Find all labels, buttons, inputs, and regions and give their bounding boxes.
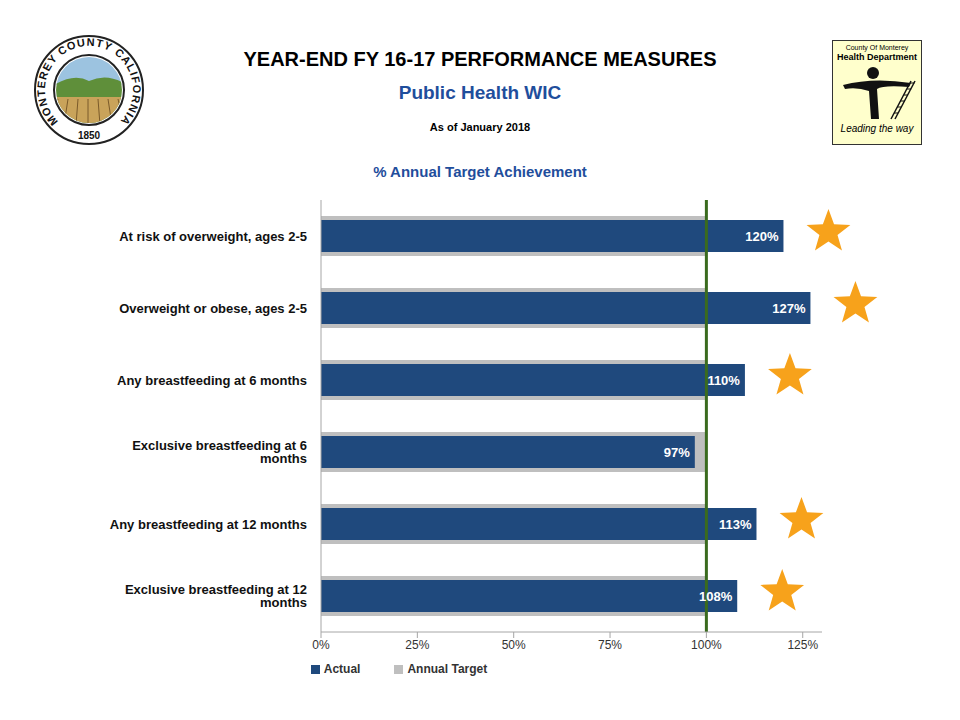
- svg-text:25%: 25%: [405, 638, 429, 652]
- svg-text:113%: 113%: [719, 517, 752, 532]
- svg-text:Any breastfeeding at 12 months: Any breastfeeding at 12 months: [110, 517, 307, 532]
- html-text:Health Department: Health Department: [837, 52, 917, 62]
- html-text:Public Health WIC: Public Health WIC: [398, 82, 562, 103]
- svg-text:At risk of overweight, ages 2-: At risk of overweight, ages 2-5: [119, 229, 307, 244]
- html-text:Leading the way: Leading the way: [840, 123, 914, 134]
- svg-text:Exclusive breastfeeding at 6mo: Exclusive breastfeeding at 6months: [132, 438, 307, 466]
- html-text:YEAR-END FY 16-17 PERFORMANCE: YEAR-END FY 16-17 PERFORMANCE MEASURES: [243, 48, 717, 70]
- svg-text:Overweight or obese, ages 2-5: Overweight or obese, ages 2-5: [119, 301, 307, 316]
- html-text:Actual: Actual: [323, 662, 361, 676]
- svg-text:0%: 0%: [312, 638, 330, 652]
- html-text:% Annual Target Achievement: % Annual Target Achievement: [373, 163, 587, 180]
- svg-text:75%: 75%: [598, 638, 622, 652]
- svg-text:108%: 108%: [699, 589, 733, 604]
- svg-text:127%: 127%: [772, 301, 806, 316]
- svg-text:Any breastfeeding at 6 months: Any breastfeeding at 6 months: [117, 373, 307, 388]
- svg-text:97%: 97%: [664, 445, 690, 460]
- svg-text:MONTEREY COUNTY CALIFORNIA: MONTEREY COUNTY CALIFORNIA: [35, 36, 143, 128]
- svg-text:50%: 50%: [502, 638, 526, 652]
- svg-text:100%: 100%: [691, 638, 722, 652]
- svg-text:125%: 125%: [787, 638, 818, 652]
- html-text:As of January 2018: As of January 2018: [429, 121, 531, 133]
- html-text:County Of Monterey: County Of Monterey: [845, 44, 909, 51]
- svg-text:120%: 120%: [745, 229, 779, 244]
- svg-text:110%: 110%: [707, 373, 740, 388]
- html-text:Annual Target: Annual Target: [407, 662, 488, 676]
- svg-text:Exclusive breastfeeding at 12m: Exclusive breastfeeding at 12months: [125, 582, 307, 610]
- svg-text:1850: 1850: [78, 130, 101, 141]
